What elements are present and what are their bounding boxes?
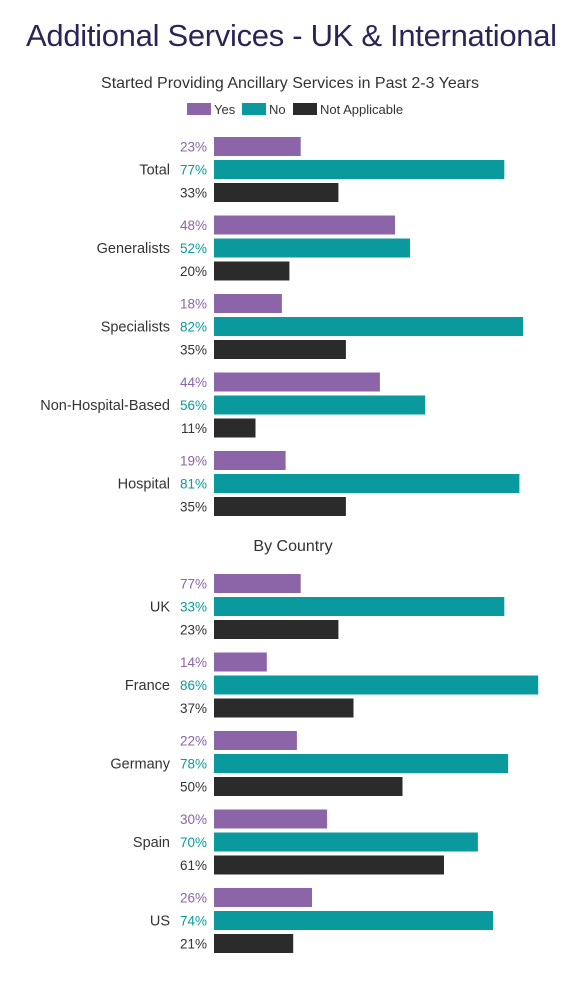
bar-generalists-no xyxy=(214,238,410,258)
value-label-spain-no: 70% xyxy=(180,835,207,850)
value-label-france-no: 86% xyxy=(180,678,207,693)
value-label-specialists-na: 35% xyxy=(180,343,207,358)
value-label-total-na: 33% xyxy=(180,186,207,201)
category-label-generalists: Generalists xyxy=(97,241,170,257)
legend-label-not-applicable: Not Applicable xyxy=(320,102,403,117)
value-label-uk-yes: 77% xyxy=(180,577,207,592)
bar-france-no xyxy=(214,675,539,695)
bar-non-hospital-based-no xyxy=(214,395,426,415)
bar-total-na xyxy=(214,183,339,202)
bar-us-yes xyxy=(214,888,312,907)
bar-spain-yes xyxy=(214,809,328,829)
bar-france-na xyxy=(214,698,354,718)
bar-spain-no xyxy=(214,832,478,852)
value-label-non-hospital-based-yes: 44% xyxy=(180,375,207,390)
bar-germany-yes xyxy=(214,731,297,750)
category-label-germany: Germany xyxy=(110,757,170,773)
bar-specialists-no xyxy=(214,317,524,336)
value-label-hospital-na: 35% xyxy=(180,500,207,515)
category-label-hospital: Hospital xyxy=(118,477,170,493)
category-label-non-hospital-based: Non-Hospital-Based xyxy=(40,398,170,414)
bar-specialists-yes xyxy=(214,294,282,313)
category-label-total: Total xyxy=(139,163,170,179)
value-label-us-yes: 26% xyxy=(180,891,207,906)
bar-us-na xyxy=(214,934,294,953)
group-subtitle-by-country: By Country xyxy=(253,538,332,555)
bar-hospital-yes xyxy=(214,451,286,470)
category-label-us: US xyxy=(150,914,170,930)
legend-label-yes: Yes xyxy=(214,102,236,117)
value-label-hospital-yes: 19% xyxy=(180,454,207,469)
value-label-non-hospital-based-na: 11% xyxy=(181,421,207,436)
bar-non-hospital-based-na xyxy=(214,418,256,438)
bar-uk-na xyxy=(214,620,339,639)
value-label-germany-yes: 22% xyxy=(180,734,207,749)
chart-title: Started Providing Ancillary Services in … xyxy=(101,75,479,92)
value-label-france-yes: 14% xyxy=(180,655,207,670)
value-label-spain-na: 61% xyxy=(180,858,207,873)
value-label-total-yes: 23% xyxy=(180,140,207,155)
value-label-spain-yes: 30% xyxy=(180,812,207,827)
page-title: Additional Services - UK & International xyxy=(26,18,557,53)
legend-label-no: No xyxy=(269,102,286,117)
value-label-non-hospital-based-no: 56% xyxy=(180,398,207,413)
value-label-generalists-na: 20% xyxy=(180,264,207,279)
bar-total-yes xyxy=(214,137,301,156)
bar-specialists-na xyxy=(214,340,346,359)
value-label-generalists-no: 52% xyxy=(180,241,207,256)
value-label-us-no: 74% xyxy=(180,914,207,929)
bar-non-hospital-based-yes xyxy=(214,372,380,392)
value-label-us-na: 21% xyxy=(180,937,207,952)
bar-generalists-yes xyxy=(214,215,395,235)
bar-spain-na xyxy=(214,855,444,875)
bar-germany-na xyxy=(214,777,403,796)
value-label-generalists-yes: 48% xyxy=(180,218,207,233)
value-label-specialists-no: 82% xyxy=(180,320,207,335)
bar-hospital-no xyxy=(214,474,520,493)
value-label-uk-no: 33% xyxy=(180,600,207,615)
legend-swatch-yes xyxy=(187,103,211,115)
category-label-france: France xyxy=(125,678,170,694)
legend-swatch-not-applicable xyxy=(293,103,317,115)
bars-layer: 23% 77% 33% Total 48% 52% 20% Generalists 18% 82%… xyxy=(40,137,539,953)
value-label-germany-no: 78% xyxy=(180,757,207,772)
category-label-uk: UK xyxy=(150,600,170,616)
value-label-germany-na: 50% xyxy=(180,780,207,795)
legend-swatch-no xyxy=(242,103,266,115)
bar-hospital-na xyxy=(214,497,346,516)
value-label-total-no: 77% xyxy=(180,163,207,178)
value-label-specialists-yes: 18% xyxy=(180,297,207,312)
bar-generalists-na xyxy=(214,261,290,281)
category-label-specialists: Specialists xyxy=(101,320,170,336)
value-label-uk-na: 23% xyxy=(180,623,207,638)
bar-us-no xyxy=(214,911,493,930)
value-label-hospital-no: 81% xyxy=(180,477,207,492)
legend: Yes No Not Applicable xyxy=(187,102,403,117)
bar-uk-yes xyxy=(214,574,301,593)
value-label-france-na: 37% xyxy=(180,701,207,716)
bar-uk-no xyxy=(214,597,505,616)
bar-germany-no xyxy=(214,754,509,773)
bar-total-no xyxy=(214,160,505,179)
bar-france-yes xyxy=(214,652,267,672)
category-label-spain: Spain xyxy=(133,835,170,851)
